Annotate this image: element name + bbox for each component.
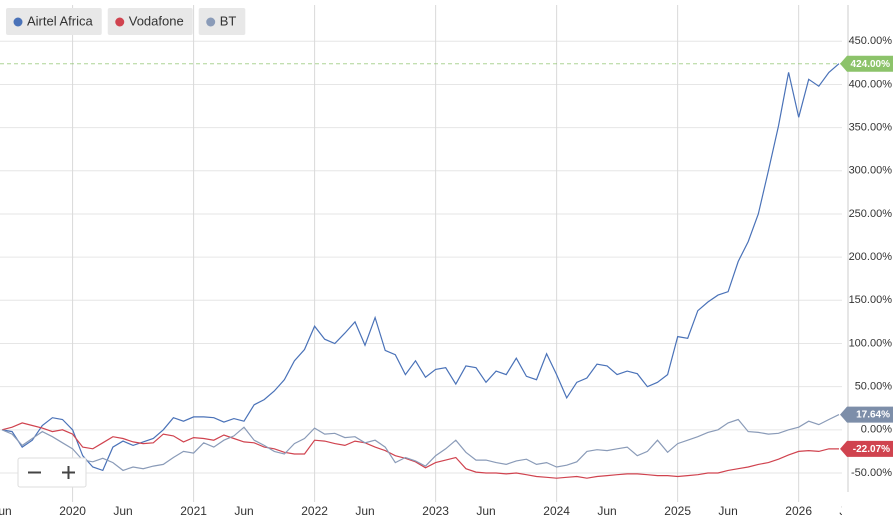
value-badge (840, 440, 893, 457)
y-tick-label: 150.00% (849, 294, 893, 306)
lines (1, 63, 840, 479)
x-tick-label: 2023 (422, 504, 449, 518)
x-tick-label: 2025 (664, 504, 691, 518)
x-tick-label: Jun (839, 504, 858, 518)
x-tick-label: 2020 (59, 504, 86, 518)
series-line (1, 63, 840, 472)
x-tick-label: Jun (718, 504, 737, 518)
x-labels: Jun 2020 Jun 2021 Jun 2022 Jun 2023 Jun 2024 Jun 20… (0, 504, 858, 518)
y-tick-label: 250.00% (849, 208, 893, 220)
legend-item[interactable]: BT (198, 8, 246, 35)
x-tick-label: Jun (476, 504, 495, 518)
x-tick-label: 2021 (180, 504, 207, 518)
zoom-in-button[interactable] (56, 461, 82, 484)
value-badge-label: 424.00% (851, 59, 891, 70)
y-labels: -50.00% 0.00% 50.00% 100.00% 150.00% 200.00% 2… (849, 35, 893, 479)
y-tick-label: 450.00% (849, 35, 893, 47)
legend-label[interactable]: BT (220, 13, 237, 28)
x-tick-label: Jun (355, 504, 374, 518)
legend-label[interactable]: Vodafone (129, 13, 184, 28)
series-line (1, 414, 840, 472)
y-tick-label: 50.00% (855, 381, 893, 393)
x-tick-label: Jun (0, 504, 12, 518)
y-tick-label: 350.00% (849, 122, 893, 134)
value-badge (840, 406, 893, 423)
legend-swatch[interactable] (13, 17, 23, 27)
x-tick-label: Jun (597, 504, 616, 518)
legend-item[interactable]: Vodafone (107, 8, 193, 35)
badges: 424.00% -22.07% 17.64% (840, 55, 893, 457)
legend-swatch[interactable] (115, 17, 125, 27)
series-line (1, 422, 840, 479)
value-badge-label: 17.64% (856, 410, 890, 421)
y-tick-label: -50.00% (851, 467, 892, 479)
x-tick-label: 2022 (301, 504, 328, 518)
y-tick-label: 400.00% (849, 78, 893, 90)
legend-label[interactable]: Airtel Africa (27, 13, 94, 28)
x-tick-label: Jun (234, 504, 253, 518)
legend: Airtel Africa Vodafone BT (6, 8, 246, 35)
x-tick-label: 2024 (543, 504, 570, 518)
y-tick-label: 100.00% (849, 337, 893, 349)
grid (0, 5, 842, 502)
legend-button[interactable] (198, 8, 246, 35)
x-tick-label: Jun (113, 504, 132, 518)
x-tick-label: 2026 (785, 504, 812, 518)
zoom-controls (17, 457, 87, 488)
value-badge-label: -22.07% (853, 444, 890, 455)
legend-button[interactable] (107, 8, 193, 35)
zoom-out-button[interactable] (22, 461, 48, 484)
y-tick-label: 0.00% (861, 424, 892, 436)
y-tick-label: 300.00% (849, 165, 893, 177)
legend-swatch[interactable] (206, 17, 216, 27)
legend-item[interactable]: Airtel Africa (6, 8, 102, 35)
legend-button[interactable] (6, 8, 102, 35)
y-tick-label: 200.00% (849, 251, 893, 263)
value-badge (840, 55, 893, 72)
